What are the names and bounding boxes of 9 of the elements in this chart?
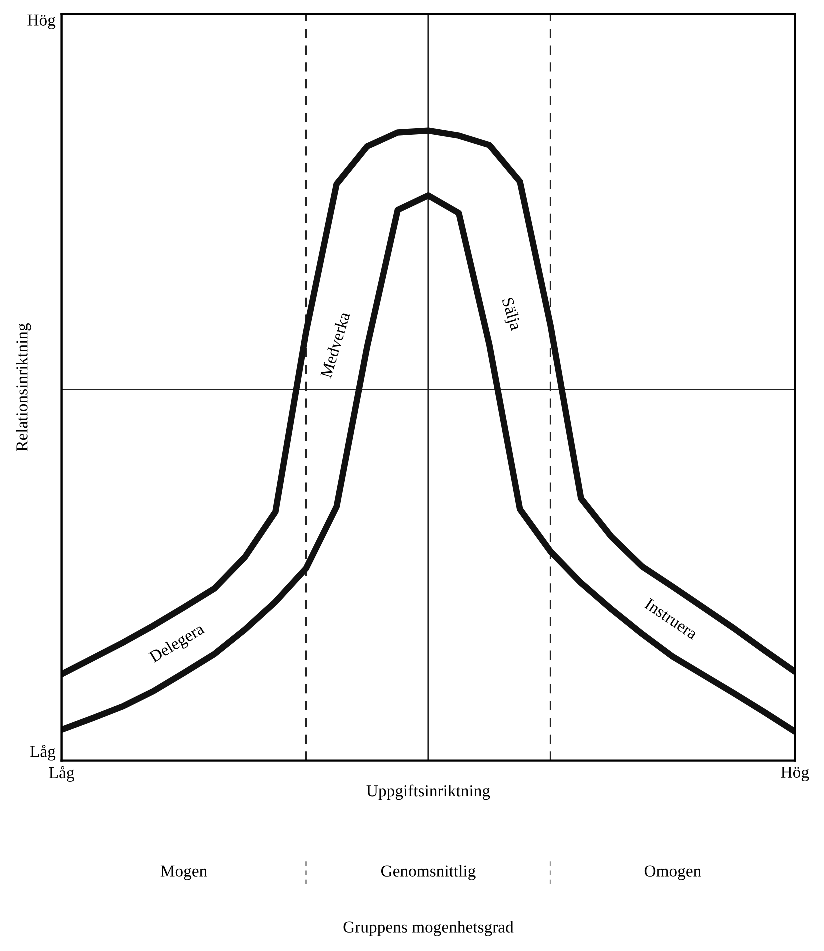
annotation: Sälja xyxy=(498,297,523,332)
text: Mogen xyxy=(160,866,208,880)
text: Omogen xyxy=(644,866,702,880)
x-axis-title: Uppgiftsinriktning xyxy=(366,784,490,800)
text: Genomsnittlig xyxy=(381,865,476,880)
text: Hög xyxy=(28,14,56,30)
text: Låg xyxy=(30,745,56,761)
y-axis-title: Relationsinriktning xyxy=(16,324,32,452)
text: Gruppens mogenhetsgrad xyxy=(344,921,514,936)
